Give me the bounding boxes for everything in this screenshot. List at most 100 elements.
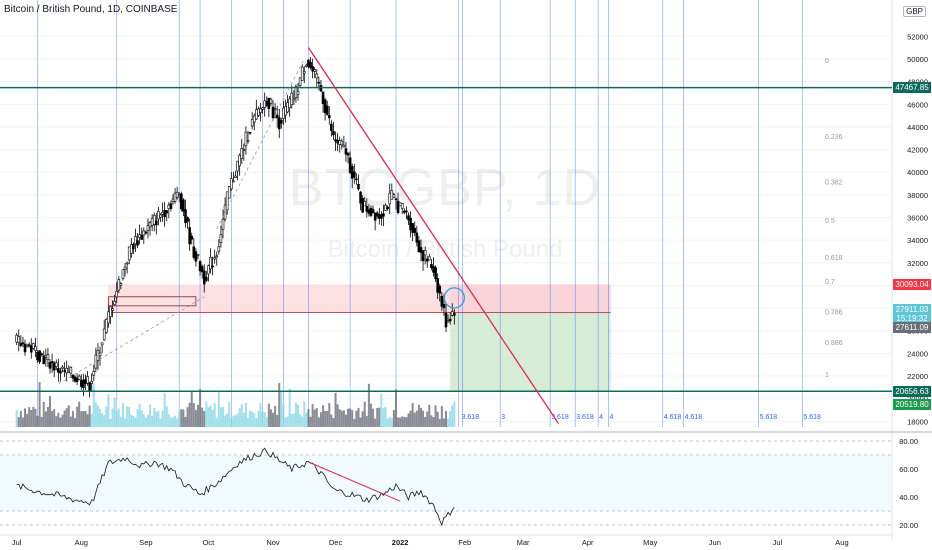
volume-bar (194, 410, 197, 427)
volume-bar (367, 383, 370, 427)
candle-body (146, 225, 150, 231)
time-tick-label: Jul (12, 538, 22, 547)
candle-body (323, 99, 327, 114)
candle-body (225, 191, 229, 211)
volume-bar (34, 408, 37, 427)
candle-body (104, 319, 108, 333)
volume-bar (28, 407, 31, 427)
candle-body (65, 367, 68, 374)
volume-bar (384, 406, 387, 427)
volume-bar (253, 413, 256, 427)
candle-body (175, 191, 179, 198)
volume-bar (417, 404, 420, 427)
fib-level-label: 0.786 (825, 309, 843, 316)
candle-body (344, 148, 348, 155)
candle-body (15, 334, 18, 343)
candle-body (109, 306, 112, 317)
volume-bar (82, 411, 85, 427)
volume-bar (15, 410, 18, 427)
volume-bar (219, 407, 222, 427)
candle-body (48, 362, 52, 369)
candle-body (444, 312, 448, 328)
candle-body (202, 270, 206, 285)
volume-bar (30, 410, 33, 427)
candle-body (380, 214, 383, 219)
volume-bar (353, 418, 356, 427)
candle-body (148, 222, 152, 228)
volume-bar (355, 410, 358, 427)
volume-bar (140, 410, 143, 427)
candle-body (423, 250, 427, 256)
projection-line (58, 296, 205, 385)
candle-body (90, 381, 94, 384)
rsi-tick-label: 60.00 (899, 465, 918, 474)
volume-bar (63, 410, 66, 427)
candle-body (152, 215, 156, 225)
candle-body (123, 266, 127, 270)
candle-body (286, 102, 289, 113)
volume-bar (294, 402, 297, 427)
volume-bar (432, 417, 435, 427)
volume-bar (319, 412, 322, 427)
volume-bar (407, 413, 410, 427)
candle-body (67, 370, 71, 373)
volume-bar (99, 409, 102, 427)
volume-bar (378, 407, 381, 427)
volume-bar (434, 405, 437, 427)
volume-bar (251, 411, 254, 427)
volume-bar (217, 390, 220, 427)
volume-bar (211, 409, 214, 427)
volume-bar (438, 418, 441, 427)
candle-body (88, 382, 91, 392)
candle-body (417, 240, 421, 253)
volume-bar (382, 408, 385, 427)
volume-bar (76, 406, 79, 427)
volume-bar (109, 418, 112, 427)
candle-body (117, 279, 121, 291)
fib-time-label: 3 (501, 414, 505, 421)
candle-body (242, 149, 246, 151)
volume-bar (249, 410, 252, 427)
volume-bar (59, 417, 62, 427)
volume-bar (230, 418, 233, 427)
candle-body (450, 311, 454, 316)
volume-bar (445, 411, 447, 427)
candle-body (71, 375, 75, 379)
candle-body (263, 100, 266, 108)
candle-body (348, 157, 352, 174)
volume-bar (361, 411, 364, 427)
candle-body (169, 203, 173, 209)
volume-bar (288, 388, 291, 427)
volume-bar (324, 410, 327, 427)
candle-body (219, 234, 223, 244)
candle-body (363, 201, 367, 207)
volume-bar (303, 401, 306, 427)
candle-body (246, 140, 250, 142)
currency-button[interactable]: GBP (903, 6, 926, 17)
price-tick-label: 22000 (907, 372, 928, 381)
candle-body (252, 115, 256, 123)
candle-body (400, 203, 404, 209)
volume-bar (338, 409, 341, 427)
volume-bar (69, 416, 72, 427)
chart-title: Bitcoin / British Pound, 1D, COINBASE (4, 4, 178, 15)
volume-bar (374, 418, 377, 427)
price-tick-label: 34000 (907, 236, 928, 245)
candle-body (340, 140, 344, 146)
volume-bar (153, 407, 156, 427)
fib-level-label: 1 (825, 372, 829, 379)
volume-bar (430, 415, 433, 427)
volume-bar (124, 418, 127, 427)
projection-line (216, 58, 305, 230)
volume-bar (336, 404, 339, 427)
candle-body (36, 351, 39, 361)
price-badge: 27611.09 (893, 321, 931, 333)
candle-body (150, 218, 154, 226)
volume-bar (163, 392, 166, 427)
volume-bar (178, 411, 181, 427)
candle-body (198, 261, 202, 272)
candle-body (259, 108, 262, 113)
candle-body (394, 198, 398, 201)
candle-body (207, 265, 210, 275)
